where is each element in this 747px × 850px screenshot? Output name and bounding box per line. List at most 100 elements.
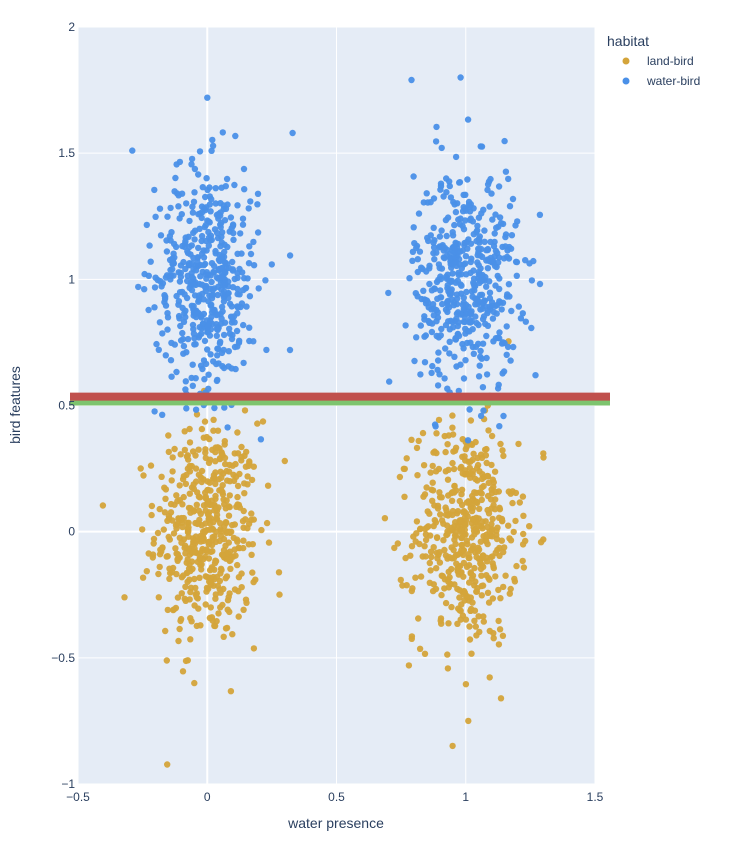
data-point-water-bird xyxy=(420,287,427,294)
data-point-land-bird xyxy=(147,462,155,469)
data-point-land-bird xyxy=(436,549,443,556)
data-point-land-bird xyxy=(467,417,475,424)
data-point-water-bird xyxy=(408,76,415,84)
data-point-land-bird xyxy=(486,674,493,681)
data-point-land-bird xyxy=(248,510,255,517)
data-point-water-bird xyxy=(236,291,243,298)
legend-item-water-bird[interactable]: water-bird xyxy=(622,74,701,88)
data-point-water-bird xyxy=(175,312,183,320)
data-point-land-bird xyxy=(483,572,490,579)
data-point-land-bird xyxy=(469,599,476,606)
data-point-water-bird xyxy=(479,315,487,323)
data-point-land-bird xyxy=(468,534,476,541)
data-point-land-bird xyxy=(244,481,251,488)
data-point-land-bird xyxy=(391,544,398,552)
data-point-land-bird xyxy=(196,554,204,562)
data-point-land-bird xyxy=(407,552,414,559)
data-point-land-bird xyxy=(462,681,470,688)
data-point-water-bird xyxy=(477,412,485,420)
data-point-land-bird xyxy=(465,498,472,505)
data-point-land-bird xyxy=(203,584,211,591)
data-point-land-bird xyxy=(220,633,227,640)
data-point-water-bird xyxy=(457,74,464,81)
data-point-water-bird xyxy=(213,332,220,339)
data-point-land-bird xyxy=(445,578,452,586)
data-point-water-bird xyxy=(472,343,480,350)
data-point-water-bird xyxy=(421,316,428,323)
data-point-land-bird xyxy=(218,474,225,481)
data-point-water-bird xyxy=(489,216,496,223)
data-point-land-bird xyxy=(456,517,463,524)
data-point-water-bird xyxy=(220,331,228,339)
data-point-water-bird xyxy=(406,275,413,282)
data-point-land-bird xyxy=(139,574,147,581)
data-point-land-bird xyxy=(219,451,226,459)
data-point-water-bird xyxy=(188,155,196,163)
data-point-water-bird xyxy=(484,246,492,254)
data-point-water-bird xyxy=(225,348,232,355)
data-point-land-bird xyxy=(445,620,452,627)
data-point-land-bird xyxy=(401,465,408,473)
data-point-water-bird xyxy=(188,286,196,294)
data-point-land-bird xyxy=(478,484,486,491)
data-point-land-bird xyxy=(491,468,499,475)
data-point-land-bird xyxy=(507,585,514,593)
data-point-water-bird xyxy=(205,385,212,392)
data-point-land-bird xyxy=(137,465,144,472)
data-point-land-bird xyxy=(208,565,215,573)
data-point-water-bird xyxy=(465,198,473,206)
data-point-water-bird xyxy=(190,198,198,205)
data-point-water-bird xyxy=(219,308,226,315)
data-point-water-bird xyxy=(496,423,503,430)
data-point-water-bird xyxy=(190,281,198,288)
data-point-water-bird xyxy=(147,258,154,265)
data-point-water-bird xyxy=(478,291,486,298)
data-point-water-bird xyxy=(219,363,226,370)
data-point-land-bird xyxy=(195,446,202,453)
x-tick-label: 0 xyxy=(204,790,211,804)
data-point-land-bird xyxy=(238,584,245,591)
data-point-land-bird xyxy=(170,606,178,613)
data-point-water-bird xyxy=(484,265,492,272)
data-point-water-bird xyxy=(430,244,438,251)
legend[interactable]: habitat land-bird water-bird xyxy=(607,33,700,88)
data-point-water-bird xyxy=(479,340,487,347)
data-point-water-bird xyxy=(498,220,505,227)
data-point-water-bird xyxy=(504,343,512,351)
data-point-water-bird xyxy=(474,222,481,230)
data-point-water-bird xyxy=(434,366,441,374)
data-point-water-bird xyxy=(494,301,501,309)
data-point-water-bird xyxy=(231,319,238,326)
data-point-water-bird xyxy=(414,268,421,276)
data-point-water-bird xyxy=(191,236,198,243)
data-point-land-bird xyxy=(454,620,461,627)
data-point-land-bird xyxy=(234,493,241,501)
data-point-land-bird xyxy=(452,532,459,540)
data-point-water-bird xyxy=(421,359,429,366)
data-point-water-bird xyxy=(180,350,187,357)
data-point-water-bird xyxy=(467,319,474,326)
data-point-land-bird xyxy=(486,528,493,535)
data-point-water-bird xyxy=(437,287,444,294)
data-point-land-bird xyxy=(197,622,204,629)
data-point-water-bird xyxy=(431,285,438,292)
data-point-land-bird xyxy=(499,632,507,639)
data-point-land-bird xyxy=(433,430,440,437)
data-point-land-bird xyxy=(485,427,492,434)
data-point-land-bird xyxy=(179,668,187,675)
data-point-water-bird xyxy=(499,243,506,251)
data-point-water-bird xyxy=(221,404,228,411)
data-point-water-bird xyxy=(205,371,212,378)
data-point-land-bird xyxy=(498,537,505,544)
data-point-water-bird xyxy=(202,221,209,229)
data-point-land-bird xyxy=(537,539,545,546)
data-point-water-bird xyxy=(184,248,191,255)
data-point-water-bird xyxy=(196,148,204,155)
legend-item-land-bird[interactable]: land-bird xyxy=(622,54,694,68)
data-point-water-bird xyxy=(228,365,235,372)
data-point-land-bird xyxy=(442,599,450,607)
data-point-land-bird xyxy=(190,481,197,488)
data-point-water-bird xyxy=(203,282,210,290)
data-point-land-bird xyxy=(232,460,239,468)
data-point-water-bird xyxy=(203,275,210,282)
